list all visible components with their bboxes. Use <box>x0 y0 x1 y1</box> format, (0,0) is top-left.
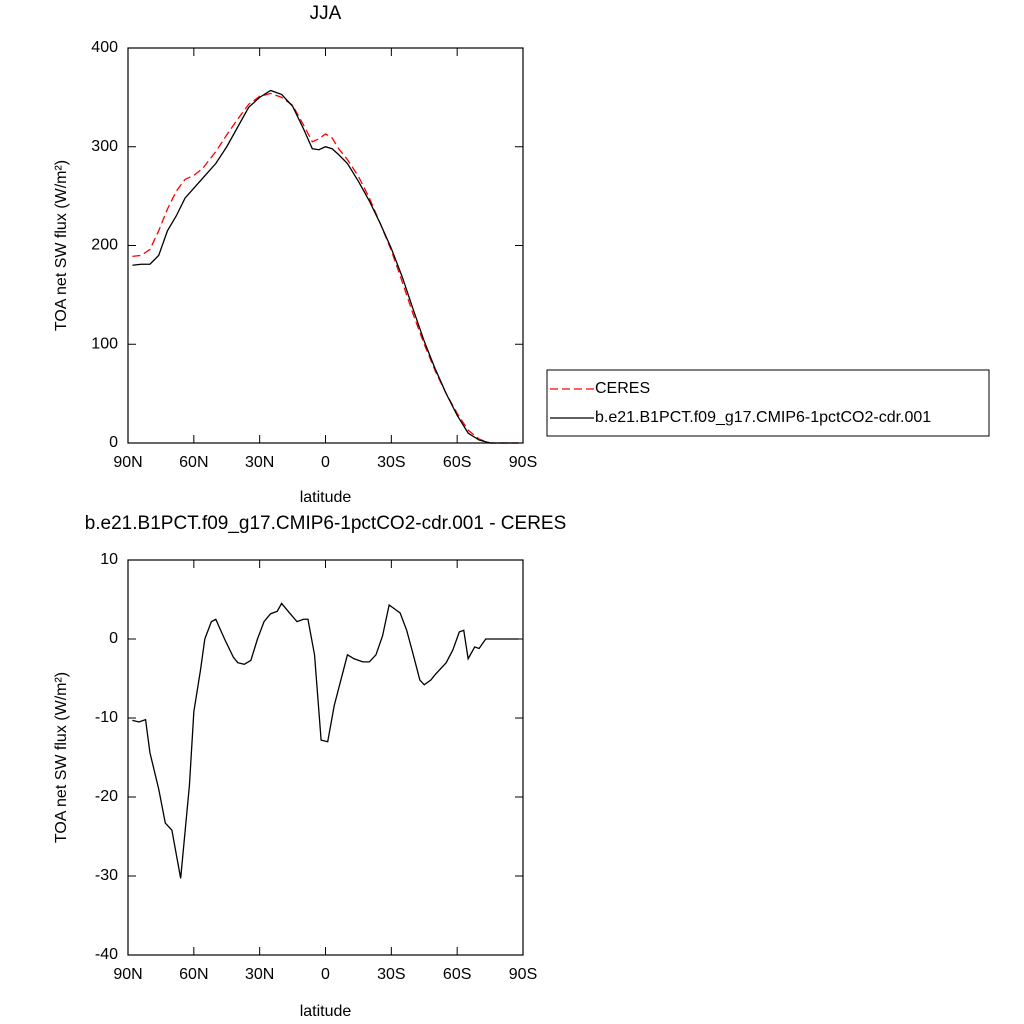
chart-title: b.e21.B1PCT.f09_g17.CMIP6-1pctCO2-cdr.00… <box>85 513 567 534</box>
data-line <box>132 602 519 879</box>
x-tick-label: 60S <box>443 454 471 471</box>
y-tick-label: 0 <box>109 434 118 451</box>
plot-frame <box>127 559 524 956</box>
x-tick-label: 30N <box>245 454 274 471</box>
y-tick-label: 10 <box>100 551 118 568</box>
x-tick-label: 0 <box>321 454 330 471</box>
legend-label: CERES <box>595 380 650 397</box>
x-axis-label: latitude <box>300 489 352 506</box>
x-tick-label: 30S <box>377 966 405 983</box>
chart-title: JJA <box>310 3 342 24</box>
x-tick-label: 30N <box>245 966 274 983</box>
x-tick-label: 0 <box>321 966 330 983</box>
x-tick-label: 30S <box>377 454 405 471</box>
data-line <box>132 89 519 444</box>
y-tick-label: 300 <box>91 138 118 155</box>
data-line <box>132 92 519 444</box>
x-tick-label: 60S <box>443 966 471 983</box>
y-axis-label: TOA net SW flux (W/m²) <box>53 672 70 843</box>
plot-frame <box>127 47 524 444</box>
x-tick-label: 90N <box>113 966 142 983</box>
y-tick-label: 100 <box>91 335 118 352</box>
x-tick-label: 90S <box>509 454 537 471</box>
legend-label: b.e21.B1PCT.f09_g17.CMIP6-1pctCO2-cdr.00… <box>595 409 931 426</box>
y-tick-label: 400 <box>91 39 118 56</box>
x-tick-label: 90N <box>113 454 142 471</box>
y-tick-label: -10 <box>95 709 118 726</box>
x-tick-label: 60N <box>179 966 208 983</box>
y-axis-label: TOA net SW flux (W/m²) <box>53 160 70 331</box>
x-tick-label: 90S <box>509 966 537 983</box>
legend-box <box>546 369 990 437</box>
y-tick-label: 0 <box>109 630 118 647</box>
y-tick-label: -40 <box>95 946 118 963</box>
y-tick-label: 200 <box>91 237 118 254</box>
y-tick-label: -30 <box>95 867 118 884</box>
y-tick-label: -20 <box>95 788 118 805</box>
x-tick-label: 60N <box>179 454 208 471</box>
x-axis-label: latitude <box>300 1003 352 1020</box>
